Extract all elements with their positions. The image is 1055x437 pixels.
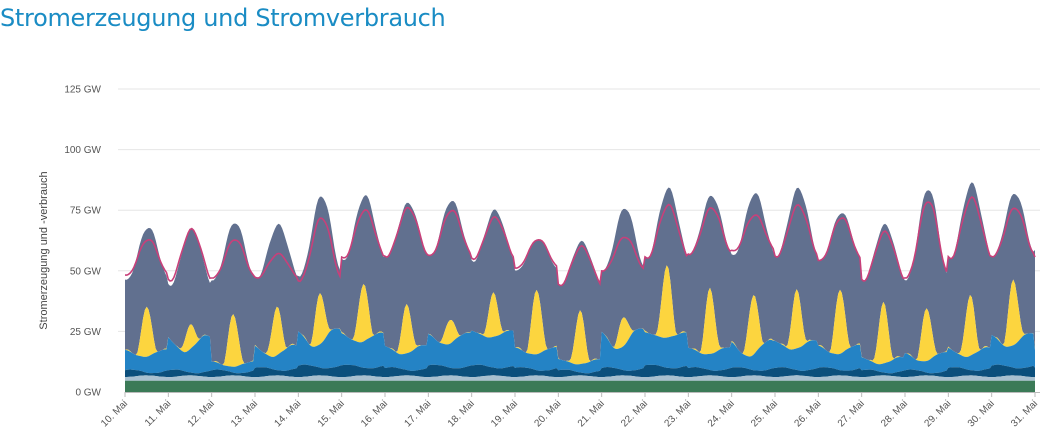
x-tick-label: 10. Mai <box>99 398 130 429</box>
x-tick-label: 24. Mai <box>706 398 737 429</box>
x-tick-label: 17. Mai <box>402 398 433 429</box>
page-title: Stromerzeugung und Stromverbrauch <box>0 4 446 32</box>
x-tick-label: 20. Mai <box>532 398 563 429</box>
x-tick-label: 21. Mai <box>576 398 607 429</box>
x-tick-label: 15. Mai <box>316 398 347 429</box>
y-tick-label: 25 GW <box>70 327 102 338</box>
x-tick-label: 16. Mai <box>359 398 390 429</box>
x-tick-label: 25. Mai <box>749 398 780 429</box>
y-axis-title: Stromerzeugung und -verbrauch <box>38 171 50 329</box>
y-axis-ticks: 0 GW 25 GW 50 GW 75 GW 100 GW 125 GW <box>64 85 101 399</box>
x-tick-label: 26. Mai <box>792 398 823 429</box>
area-wasserkraft <box>125 375 1035 381</box>
x-tick-label: 22. Mai <box>619 398 650 429</box>
x-tick-label: 18. Mai <box>446 398 477 429</box>
x-tick-label: 28. Mai <box>879 398 910 429</box>
y-tick-label: 100 GW <box>64 145 101 156</box>
y-tick-label: 50 GW <box>70 266 102 277</box>
x-tick-label: 27. Mai <box>836 398 867 429</box>
area-wind-onshore <box>125 328 1035 374</box>
x-tick-label: 11. Mai <box>143 398 173 428</box>
area-konventionell <box>125 182 1035 365</box>
consumption-line-layer <box>124 195 1036 287</box>
stacked-areas <box>125 182 1035 392</box>
x-tick-label: 29. Mai <box>922 398 953 429</box>
x-tick-label: 12. Mai <box>186 398 217 429</box>
x-tick-label: 30. Mai <box>966 398 997 429</box>
x-tick-label: 13. Mai <box>229 398 260 429</box>
x-axis-ticks: 10. Mai 11. Mai 12. Mai 13. Mai 14. Mai 15. M… <box>99 392 1040 429</box>
x-tick-label: 31. Mai <box>1009 398 1040 429</box>
x-tick-label: 23. Mai <box>662 398 693 429</box>
x-tick-label: 14. Mai <box>272 398 303 429</box>
y-tick-label: 75 GW <box>70 206 102 217</box>
x-tick-label: 19. Mai <box>489 398 520 429</box>
area-biomasse <box>125 380 1035 392</box>
area-wind-offshore <box>125 364 1035 378</box>
line-stromverbrauch <box>124 195 1036 287</box>
y-tick-label: 125 GW <box>64 85 101 96</box>
area-photovoltaik <box>125 265 1035 367</box>
y-tick-label: 0 GW <box>75 388 101 399</box>
